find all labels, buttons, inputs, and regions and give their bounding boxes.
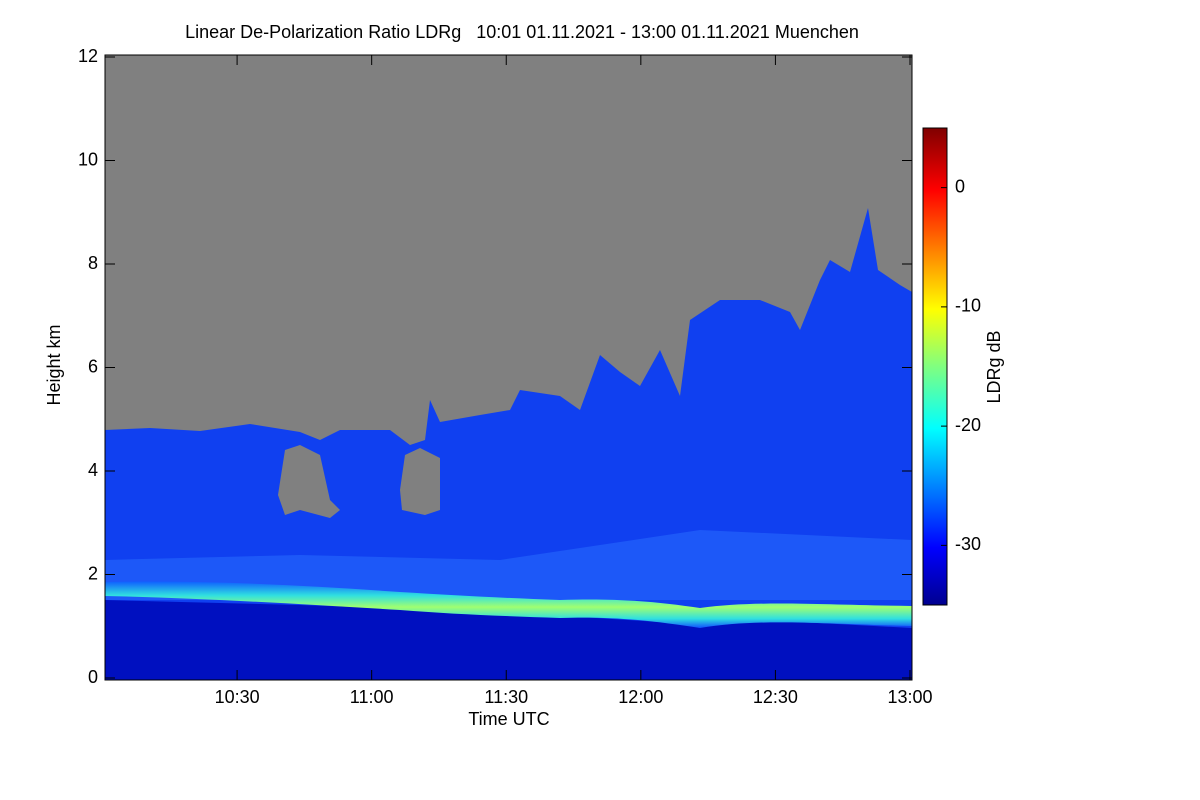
x-tick-label: 10:30 bbox=[215, 687, 260, 707]
x-tick-label: 11:30 bbox=[484, 687, 528, 707]
x-tick-label: 11:00 bbox=[350, 687, 394, 707]
gap bbox=[400, 448, 440, 515]
colorbar-tick-label: 0 bbox=[955, 176, 965, 196]
y-tick-label: 0 bbox=[88, 667, 98, 687]
y-tick-label: 8 bbox=[88, 253, 98, 273]
y-tick-label: 4 bbox=[88, 460, 98, 480]
y-tick-label: 12 bbox=[78, 46, 98, 66]
colorbar-tick-label: -30 bbox=[955, 534, 981, 554]
y-tick-label: 10 bbox=[78, 149, 98, 169]
colorbar-tick-label: -10 bbox=[955, 296, 981, 316]
chart-title: Linear De-Polarization Ratio LDRg 10:01 … bbox=[185, 22, 859, 42]
colorbar bbox=[922, 127, 948, 606]
colorbar-tick-label: -20 bbox=[955, 415, 981, 435]
x-tick-label: 12:30 bbox=[753, 687, 798, 707]
mid-layer bbox=[105, 530, 912, 600]
lower-layer bbox=[105, 600, 912, 680]
y-tick-label: 6 bbox=[88, 356, 98, 376]
y-tick-label: 2 bbox=[88, 563, 98, 583]
aerosol-band bbox=[105, 581, 912, 628]
heatmap-field bbox=[105, 55, 912, 680]
y-axis-label: Height km bbox=[44, 324, 64, 405]
gap bbox=[278, 445, 340, 518]
x-tick-label: 12:00 bbox=[618, 687, 663, 707]
x-axis-label: Time UTC bbox=[468, 709, 549, 729]
x-tick-label: 13:00 bbox=[887, 687, 932, 707]
colorbar-label: LDRg dB bbox=[984, 330, 1004, 403]
